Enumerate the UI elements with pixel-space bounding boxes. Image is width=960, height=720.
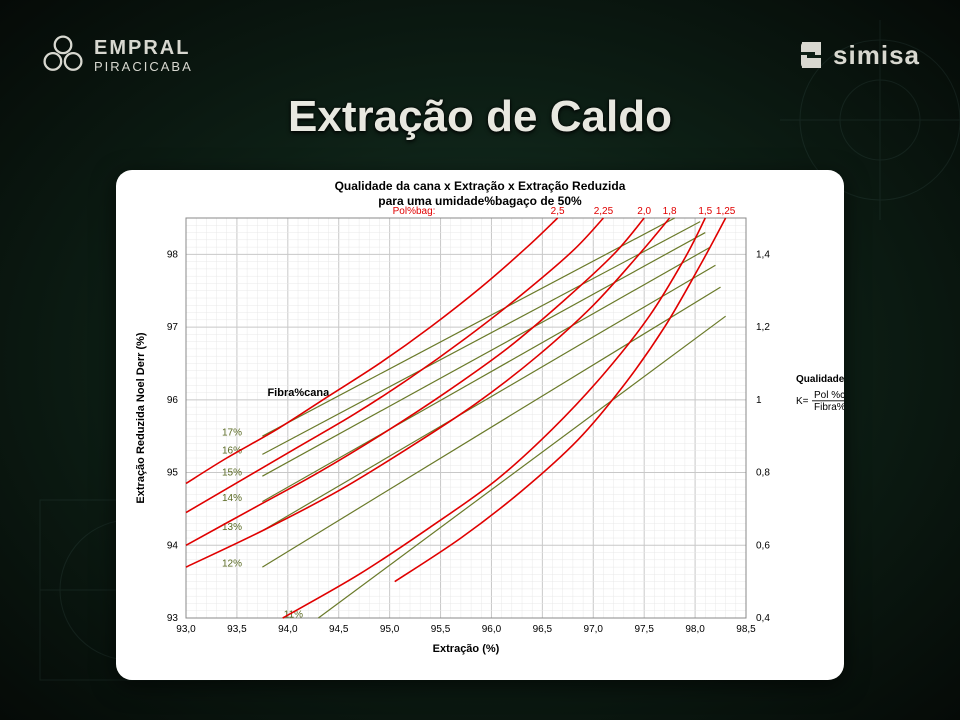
fibra-line bbox=[262, 247, 710, 502]
pol-label: 1,25 bbox=[716, 206, 736, 217]
simisa-icon bbox=[795, 39, 827, 71]
y-tick: 95 bbox=[167, 468, 179, 479]
pol-curve bbox=[283, 218, 706, 618]
fibra-label: 14% bbox=[222, 493, 242, 504]
header: EMPRAL PIRACICABA simisa bbox=[0, 20, 960, 90]
grid bbox=[186, 218, 746, 618]
y2-formula-k: K= bbox=[796, 396, 809, 407]
chart-title-1: Qualidade da cana x Extração x Extração … bbox=[335, 179, 626, 193]
pol-curve bbox=[186, 218, 603, 513]
x-tick: 96,5 bbox=[533, 624, 553, 635]
y2-tick: 0,6 bbox=[756, 540, 770, 551]
chart-card: Qualidade da cana x Extração x Extração … bbox=[116, 170, 844, 680]
x-tick: 93,5 bbox=[227, 624, 247, 635]
y2-formula-den: Fibra%cana bbox=[814, 402, 844, 413]
y2-tick: 1 bbox=[756, 395, 762, 406]
pol-label: 2,25 bbox=[594, 206, 614, 217]
page-title: Extração de Caldo bbox=[0, 92, 960, 142]
x-tick: 95,5 bbox=[431, 624, 451, 635]
x-tick: 94,5 bbox=[329, 624, 349, 635]
fibra-label: 12% bbox=[222, 558, 242, 569]
pol-label: 2,0 bbox=[637, 206, 651, 217]
x-tick: 96,0 bbox=[482, 624, 502, 635]
pol-label: 1,5 bbox=[698, 206, 712, 217]
pol-label: 2,5 bbox=[551, 206, 565, 217]
y2-tick: 0,4 bbox=[756, 613, 770, 624]
fibra-label: 15% bbox=[222, 468, 242, 479]
x-tick: 95,0 bbox=[380, 624, 400, 635]
chart-svg: Qualidade da cana x Extração x Extração … bbox=[116, 170, 844, 680]
logo-empral: EMPRAL PIRACICABA bbox=[40, 32, 193, 78]
x-tick: 98,5 bbox=[736, 624, 756, 635]
x-tick: 94,0 bbox=[278, 624, 298, 635]
x-tick: 93,0 bbox=[176, 624, 196, 635]
pol-label: 1,8 bbox=[663, 206, 677, 217]
x-tick: 97,0 bbox=[584, 624, 604, 635]
y2-tick: 1,2 bbox=[756, 322, 770, 333]
y2-tick: 1,4 bbox=[756, 249, 770, 260]
y-tick: 94 bbox=[167, 540, 179, 551]
x-tick: 97,5 bbox=[634, 624, 654, 635]
y-tick: 93 bbox=[167, 613, 179, 624]
y-axis-label: Extração Reduzida Noel Derr (%) bbox=[135, 332, 147, 503]
y2-tick: 0,8 bbox=[756, 468, 770, 479]
logo-simisa: simisa bbox=[795, 39, 920, 71]
pol-curve bbox=[186, 218, 644, 545]
empral-icon bbox=[40, 32, 86, 78]
y2-formula-num: Pol %cana bbox=[814, 390, 844, 401]
y-tick: 96 bbox=[167, 395, 179, 406]
pol-heading: Pol%bag: bbox=[393, 206, 436, 217]
fibra-label: 17% bbox=[222, 428, 242, 439]
empral-text-1: EMPRAL bbox=[94, 38, 193, 58]
y2-label: Qualidade cana bbox=[796, 374, 844, 385]
empral-text-2: PIRACICABA bbox=[94, 60, 193, 73]
fibra-heading: Fibra%cana bbox=[267, 387, 330, 399]
x-tick: 98,0 bbox=[685, 624, 705, 635]
simisa-text: simisa bbox=[833, 40, 920, 71]
y-tick: 98 bbox=[167, 249, 179, 260]
x-axis-label: Extração (%) bbox=[433, 643, 500, 655]
y-tick: 97 bbox=[167, 322, 179, 333]
